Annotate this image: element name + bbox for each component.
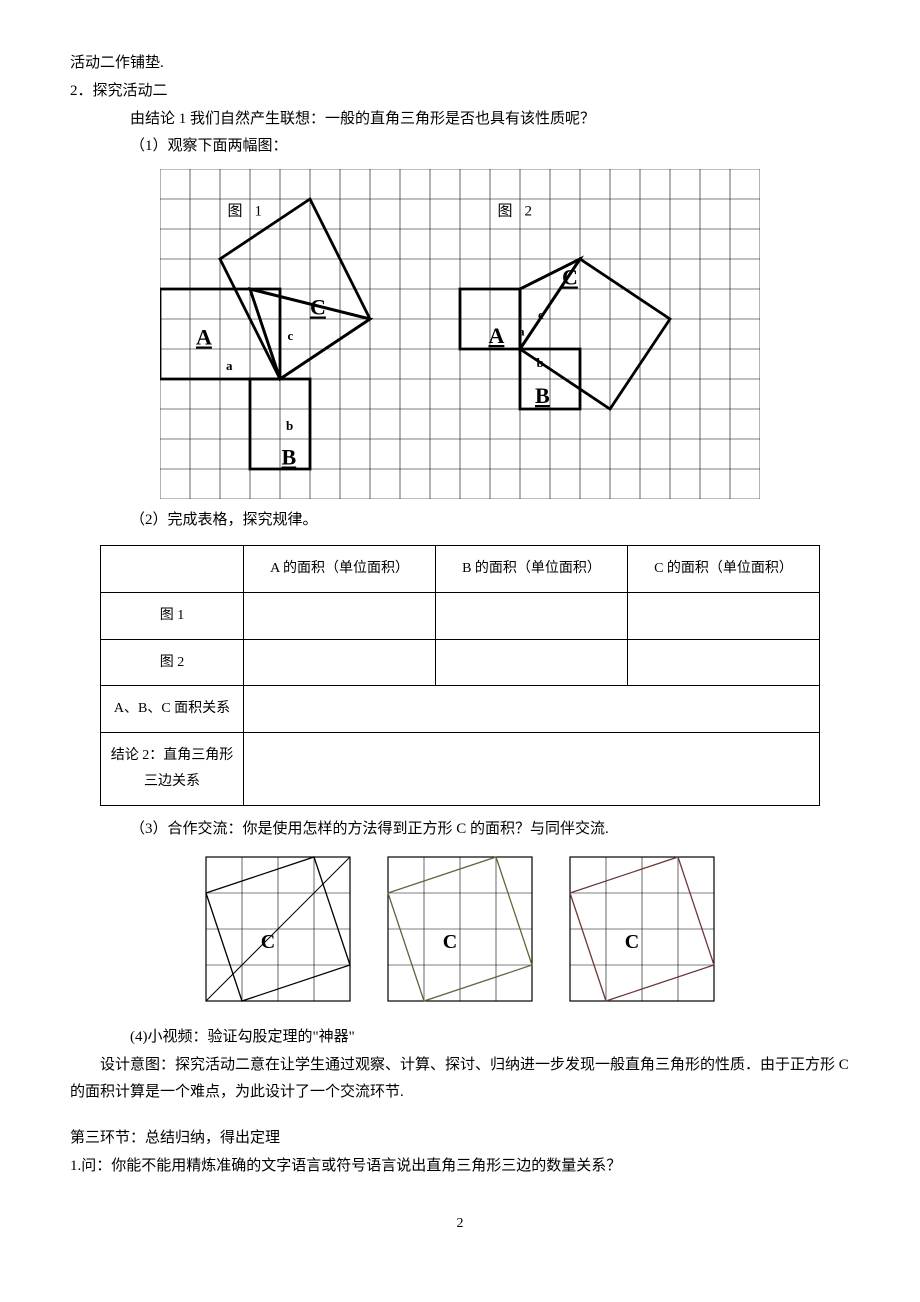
line-step1: （1）观察下面两幅图： xyxy=(70,133,850,161)
svg-text:C: C xyxy=(625,931,639,953)
area-table: A 的面积（单位面积）B 的面积（单位面积）C 的面积（单位面积） 图 1图 2… xyxy=(100,545,820,806)
main-grid-figure: 图1图2AacCbBAacCbB xyxy=(70,169,850,499)
svg-text:2: 2 xyxy=(525,204,533,220)
line-assoc: 由结论 1 我们自然产生联想：一般的直角三角形是否也具有该性质呢？ xyxy=(70,106,850,134)
svg-text:图: 图 xyxy=(498,203,513,220)
svg-text:1: 1 xyxy=(255,204,263,220)
svg-text:C: C xyxy=(443,931,457,953)
svg-text:C: C xyxy=(310,295,326,320)
svg-text:图: 图 xyxy=(228,203,243,220)
svg-text:a: a xyxy=(519,325,525,339)
svg-text:A: A xyxy=(196,325,212,350)
design-intent: 设计意图：探究活动二意在让学生通过观察、计算、探讨、归纳进一步发现一般直角三角形… xyxy=(70,1052,850,1108)
svg-text:C: C xyxy=(261,931,275,953)
svg-text:c: c xyxy=(538,307,544,322)
svg-text:B: B xyxy=(282,445,297,470)
line-step4: (4)小视频：验证勾股定理的"神器" xyxy=(70,1024,850,1052)
svg-text:A: A xyxy=(489,323,505,348)
svg-text:B: B xyxy=(535,383,550,408)
svg-text:C: C xyxy=(562,265,578,290)
stage-3-head: 第三环节：总结归纳，得出定理 xyxy=(70,1125,850,1153)
line-step3: （3）合作交流：你是使用怎样的方法得到正方形 C 的面积？与同伴交流. xyxy=(70,816,850,844)
line-heading-2: 2．探究活动二 xyxy=(70,78,850,106)
q1: 1.问：你能不能用精炼准确的文字语言或符号语言说出直角三角形三边的数量关系？ xyxy=(70,1153,850,1181)
line-prep: 活动二作铺垫. xyxy=(70,50,850,78)
svg-text:a: a xyxy=(226,358,233,373)
svg-text:b: b xyxy=(286,418,293,433)
page-number: 2 xyxy=(70,1211,850,1237)
line-step2: （2）完成表格，探究规律。 xyxy=(70,507,850,535)
small-grid-row: CCC xyxy=(70,856,850,1002)
svg-text:c: c xyxy=(288,328,294,343)
svg-text:b: b xyxy=(537,355,544,370)
